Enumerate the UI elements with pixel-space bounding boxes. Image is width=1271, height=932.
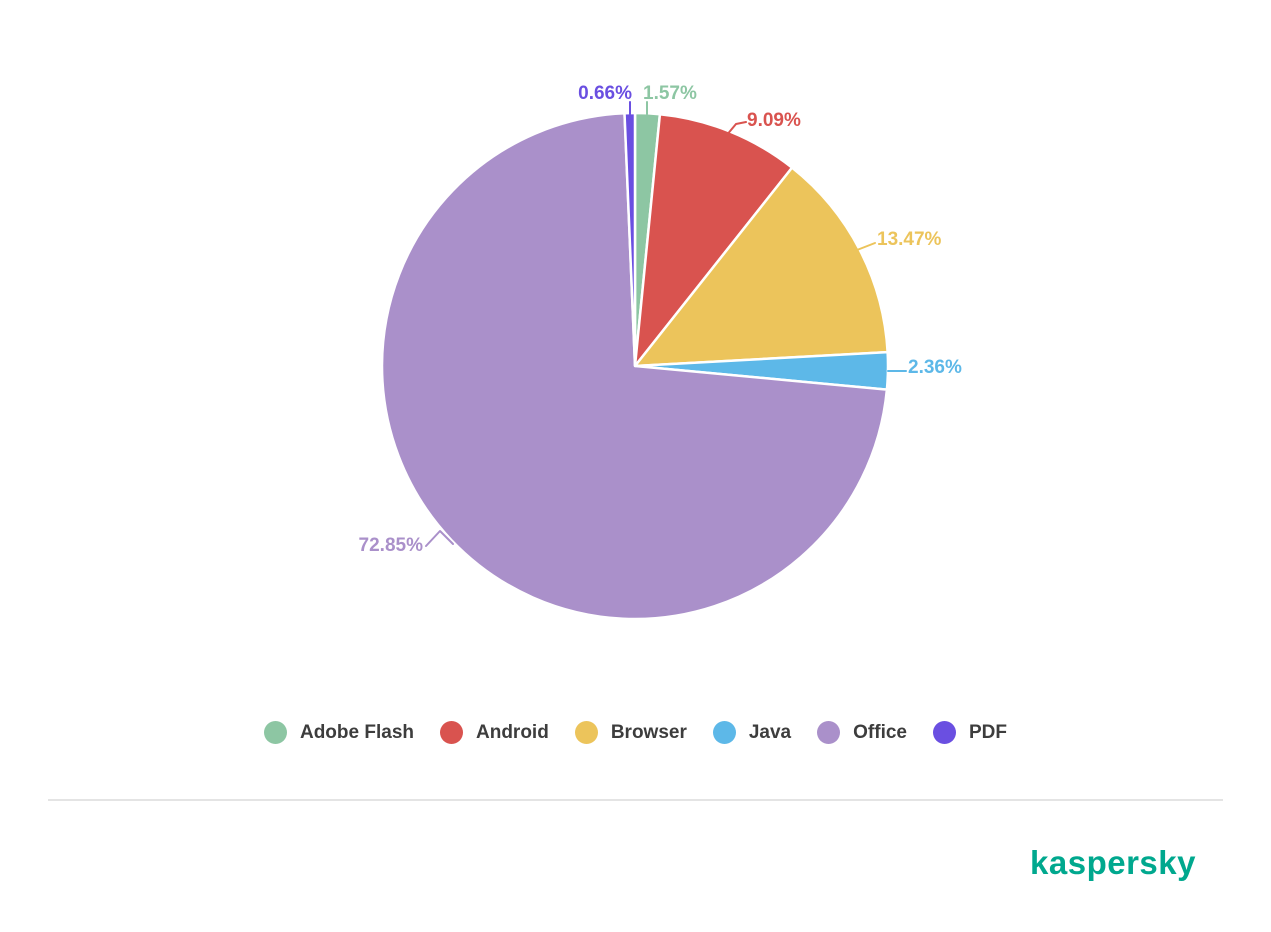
footer: kaspersky bbox=[1030, 846, 1196, 879]
legend-swatch-java bbox=[712, 721, 736, 744]
legend-label-browser: Browser bbox=[610, 721, 687, 743]
legend-item-pdf[interactable]: PDF bbox=[933, 721, 1007, 744]
legend-label-android: Android bbox=[476, 721, 549, 743]
chart-legend: Adobe Flash Android Browser Java Office PDF bbox=[0, 721, 1271, 744]
legend-swatch-browser bbox=[574, 721, 598, 744]
kaspersky-logo: kaspersky bbox=[1030, 844, 1196, 881]
legend-item-java[interactable]: Java bbox=[712, 721, 792, 744]
legend-item-android[interactable]: Android bbox=[440, 721, 549, 744]
legend-label-office: Office bbox=[853, 721, 907, 743]
slice-label-java: 2.36% bbox=[908, 357, 962, 378]
slice-leader-line-browser bbox=[856, 242, 876, 251]
pie-chart: 1.57% 9.09% 13.47% 2.36% 72.85% 0.66% bbox=[359, 83, 962, 621]
legend-label-adobe-flash: Adobe Flash bbox=[299, 721, 414, 743]
slice-label-adobe-flash: 1.57% bbox=[643, 83, 697, 104]
slice-label-android: 9.09% bbox=[747, 110, 801, 131]
legend-item-adobe-flash[interactable]: Adobe Flash bbox=[263, 721, 414, 744]
legend-label-java: Java bbox=[748, 721, 792, 743]
legend-item-office[interactable]: Office bbox=[817, 721, 907, 744]
slice-label-pdf: 0.66% bbox=[578, 83, 632, 104]
legend-item-browser[interactable]: Browser bbox=[574, 721, 687, 744]
divider bbox=[48, 799, 1223, 801]
slice-label-office: 72.85% bbox=[359, 535, 424, 556]
legend-swatch-pdf bbox=[933, 721, 956, 744]
legend-swatch-android bbox=[440, 721, 463, 744]
legend-swatch-office bbox=[817, 721, 841, 744]
slice-leader-line-office bbox=[425, 530, 454, 547]
legend-swatch-adobe-flash bbox=[263, 721, 287, 744]
slice-label-browser: 13.47% bbox=[877, 229, 942, 250]
slice-leader-line-android bbox=[725, 121, 747, 137]
legend-label-pdf: PDF bbox=[969, 721, 1007, 743]
